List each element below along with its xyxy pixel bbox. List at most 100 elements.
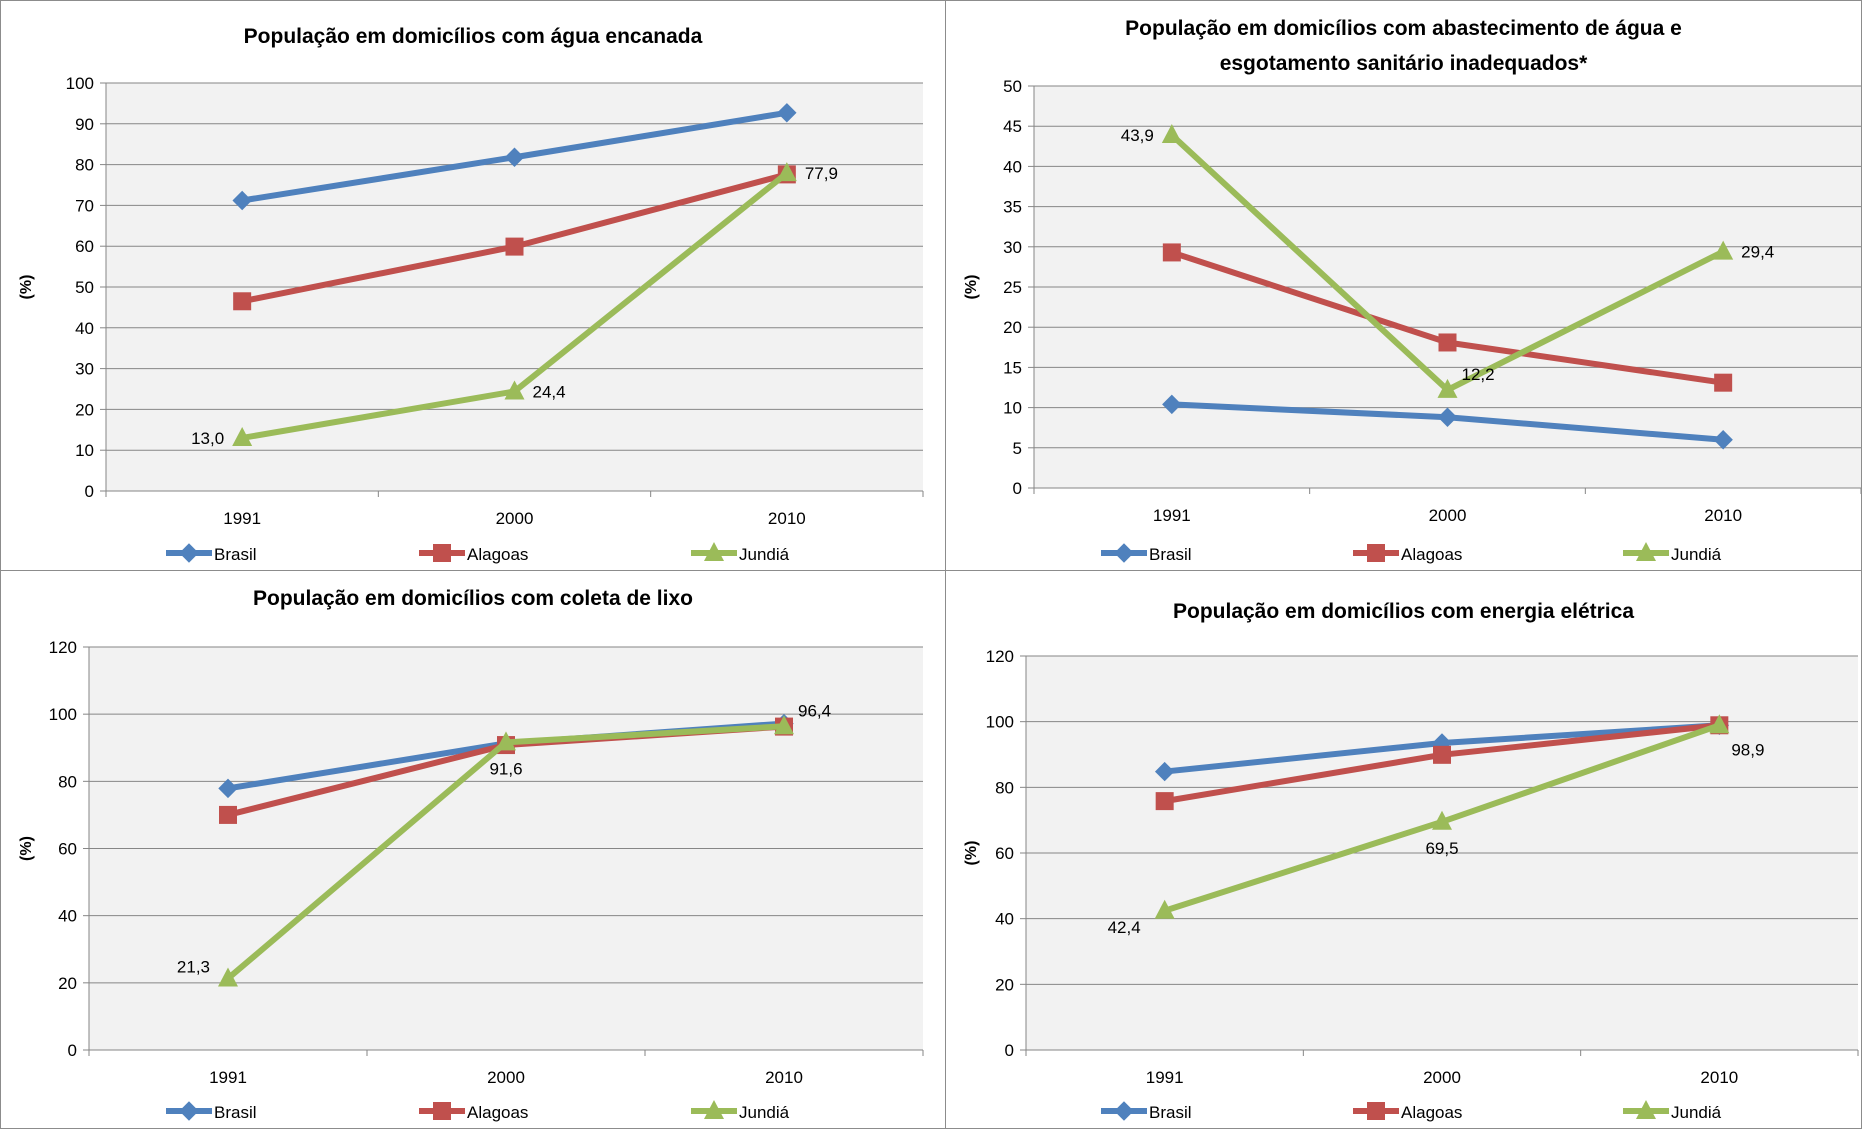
y-tick-label: 90 bbox=[75, 115, 94, 134]
legend-marker bbox=[1636, 542, 1656, 561]
data-point-square bbox=[1433, 745, 1451, 764]
legend-item-jundiá: Jundiá bbox=[691, 1100, 790, 1122]
chart-title: População em domicílios com coleta de li… bbox=[253, 587, 693, 610]
data-point-diamond bbox=[504, 147, 525, 167]
data-label: 91,6 bbox=[489, 759, 522, 778]
data-label: 12,2 bbox=[1462, 365, 1495, 384]
chart-abastecimento-esgotamento: 0 5 10 15 20 25 30 35 40 45 50 1991 2000 2010 Populaçã… bbox=[963, 17, 1861, 564]
legend-item-brasil: Brasil bbox=[166, 543, 257, 564]
data-label: 13,0 bbox=[191, 429, 224, 448]
data-point-square bbox=[1155, 792, 1174, 811]
y-tick-label: 5 bbox=[1013, 439, 1022, 458]
legend-marker bbox=[433, 544, 451, 562]
y-tick-label: 40 bbox=[58, 907, 77, 926]
data-point-diamond bbox=[1162, 394, 1182, 415]
y-tick-label: 30 bbox=[1003, 238, 1022, 257]
y-tick-label: 20 bbox=[1003, 318, 1022, 337]
data-point-square bbox=[219, 805, 237, 824]
legend-marker bbox=[1636, 1100, 1656, 1119]
legend-item-jundiá: Jundiá bbox=[1623, 542, 1722, 564]
y-tick-label: 100 bbox=[986, 713, 1014, 732]
legend-item-brasil: Brasil bbox=[166, 1101, 257, 1122]
chart-title: esgotamento sanitário inadequados* bbox=[1220, 52, 1588, 75]
series-brasil bbox=[232, 103, 797, 211]
legend-item-alagoas: Alagoas bbox=[1353, 1102, 1462, 1122]
legend-marker bbox=[1114, 1101, 1134, 1121]
y-tick-label: 120 bbox=[986, 647, 1014, 666]
data-label: 96,4 bbox=[798, 701, 831, 720]
y-tick-label: 25 bbox=[1003, 278, 1022, 297]
data-point-triangle bbox=[776, 162, 797, 182]
y-tick-label: 15 bbox=[1003, 358, 1022, 377]
data-label: 69,5 bbox=[1425, 839, 1458, 858]
y-axis-label: (%) bbox=[963, 841, 980, 866]
y-tick-label: 50 bbox=[1003, 77, 1022, 96]
data-label: 77,9 bbox=[805, 164, 838, 183]
data-point-triangle bbox=[504, 380, 525, 400]
y-tick-label: 45 bbox=[1003, 117, 1022, 136]
legend-item-alagoas: Alagoas bbox=[419, 544, 528, 564]
data-point-diamond bbox=[218, 778, 238, 799]
data-label: 98,9 bbox=[1731, 740, 1764, 759]
data-point-triangle bbox=[1432, 810, 1452, 830]
chart-panel-abastecimento-esgotamento: 0 5 10 15 20 25 30 35 40 45 50 1991 2000 2010 Populaçã… bbox=[945, 0, 1862, 571]
data-point-diamond bbox=[777, 103, 797, 123]
legend-label: Alagoas bbox=[467, 1103, 528, 1122]
data-label: 42,4 bbox=[1108, 918, 1141, 937]
data-point-square bbox=[1438, 333, 1457, 352]
legend-label: Jundiá bbox=[739, 1103, 790, 1122]
data-point-triangle bbox=[1713, 240, 1734, 260]
legend-item-alagoas: Alagoas bbox=[1353, 544, 1462, 564]
legend-marker bbox=[1367, 1102, 1385, 1120]
chart-panel-agua-encanada: 0 10 20 30 40 50 60 70 80 90 100 1991 2000 2010 Popula… bbox=[0, 0, 946, 571]
series-jundiá bbox=[232, 162, 797, 446]
y-tick-label: 35 bbox=[1003, 198, 1022, 217]
y-tick-label: 30 bbox=[75, 360, 94, 379]
data-point-triangle bbox=[1709, 714, 1730, 734]
legend-marker bbox=[433, 1102, 451, 1120]
y-tick-label: 50 bbox=[75, 278, 94, 297]
data-point-diamond bbox=[232, 190, 252, 211]
x-tick-label: 2000 bbox=[1423, 1068, 1461, 1087]
legend-item-alagoas: Alagoas bbox=[419, 1102, 528, 1122]
chart-title: População em domicílios com energia elét… bbox=[1173, 600, 1634, 623]
y-tick-label: 20 bbox=[995, 975, 1014, 994]
legend-marker bbox=[704, 542, 724, 561]
y-tick-label: 20 bbox=[58, 974, 77, 993]
legend-label: Alagoas bbox=[1401, 545, 1462, 564]
x-tick-label: 2010 bbox=[1704, 506, 1742, 525]
series-alagoas bbox=[1162, 243, 1733, 392]
x-tick-label: 2010 bbox=[768, 509, 806, 528]
y-tick-label: 0 bbox=[68, 1041, 77, 1060]
data-point-triangle bbox=[1437, 378, 1458, 398]
data-label: 21,3 bbox=[177, 957, 210, 976]
y-tick-label: 0 bbox=[1013, 479, 1022, 498]
y-tick-label: 70 bbox=[75, 196, 94, 215]
x-tick-label: 2000 bbox=[487, 1068, 525, 1087]
y-tick-label: 0 bbox=[85, 482, 94, 501]
series-brasil bbox=[1162, 394, 1733, 450]
data-label: 24,4 bbox=[533, 382, 566, 401]
y-tick-label: 80 bbox=[995, 778, 1014, 797]
data-point-triangle bbox=[1154, 899, 1175, 919]
y-tick-label: 80 bbox=[75, 156, 94, 175]
x-tick-label: 1991 bbox=[223, 509, 261, 528]
y-axis-label: (%) bbox=[963, 275, 980, 300]
y-tick-label: 120 bbox=[49, 638, 77, 657]
y-tick-label: 40 bbox=[995, 910, 1014, 929]
legend-marker bbox=[704, 1100, 724, 1119]
chart-energia-eletrica: 0 20 40 60 80 100 120 1991 2000 2010 População em … bbox=[963, 600, 1859, 1122]
y-tick-label: 60 bbox=[995, 844, 1014, 863]
chart-title: População em domicílios com abasteciment… bbox=[1125, 17, 1682, 40]
legend-label: Jundiá bbox=[1671, 545, 1722, 564]
y-axis-label: (%) bbox=[18, 275, 35, 300]
data-label: 43,9 bbox=[1121, 126, 1154, 145]
legend-item-jundiá: Jundiá bbox=[691, 542, 790, 564]
data-point-triangle bbox=[496, 731, 516, 751]
chart-coleta-lixo: 0 20 40 60 80 100 120 1991 2000 2010 População em … bbox=[18, 587, 924, 1122]
legend-label: Jundiá bbox=[739, 545, 790, 564]
legend-label: Brasil bbox=[1149, 545, 1192, 564]
series-jundiá bbox=[1154, 714, 1730, 919]
data-point-diamond bbox=[1713, 430, 1733, 450]
x-tick-label: 1991 bbox=[209, 1068, 247, 1087]
